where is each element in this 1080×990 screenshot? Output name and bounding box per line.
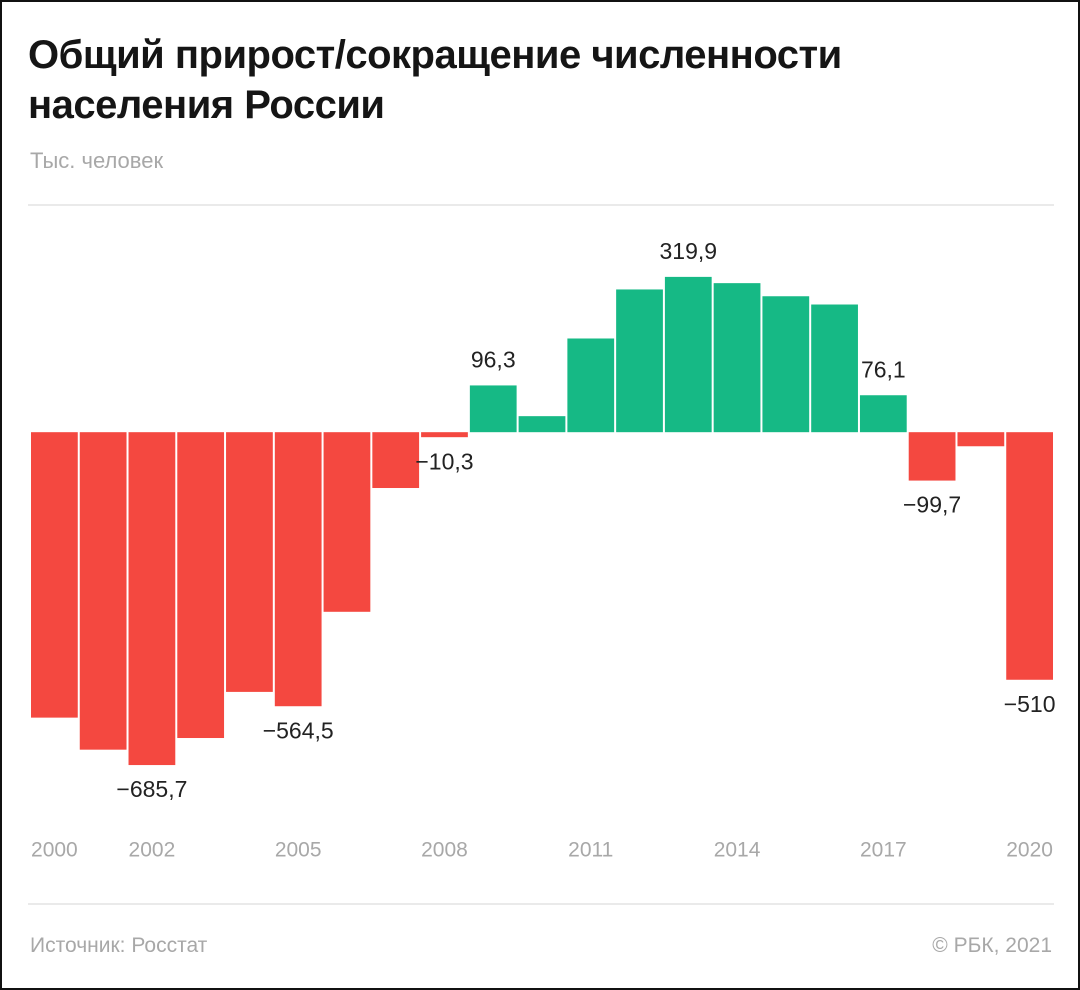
bar [908, 432, 956, 481]
value-label: 96,3 [471, 347, 516, 373]
x-tick-label: 2017 [860, 839, 907, 862]
value-label: −99,7 [903, 492, 961, 518]
bar [177, 432, 225, 739]
bar [957, 432, 1005, 447]
x-tick-label: 2008 [421, 839, 468, 862]
bar [274, 432, 322, 707]
bar [518, 416, 566, 433]
x-tick-label: 2000 [31, 839, 78, 862]
value-label: −10,3 [415, 448, 473, 474]
copyright: © РБК, 2021 [932, 934, 1052, 957]
bar [811, 304, 858, 433]
bar [128, 432, 176, 766]
x-tick-label: 2005 [275, 839, 322, 862]
value-label: −564,5 [263, 717, 334, 743]
bar [616, 289, 663, 433]
bar [226, 432, 273, 692]
source: Источник: Росстат [30, 934, 208, 957]
chart-title: Общий прирост/сокращение численности нас… [28, 33, 842, 127]
bar [1006, 432, 1053, 680]
x-tick-label: 2014 [714, 839, 761, 862]
x-tick-label: 2020 [1006, 839, 1053, 862]
bar [421, 432, 468, 438]
bar [372, 432, 420, 489]
x-tick-label: 2011 [568, 839, 613, 862]
bar [31, 432, 78, 718]
x-tick-label: 2002 [129, 839, 176, 862]
bar [762, 296, 810, 433]
bar [323, 432, 371, 612]
bar [469, 385, 517, 433]
value-label: −685,7 [116, 776, 187, 802]
bar [713, 283, 761, 433]
value-label: 319,9 [660, 238, 718, 264]
bar [79, 432, 127, 750]
value-label: 76,1 [861, 356, 906, 382]
value-label: −510 [1004, 691, 1056, 717]
bar [859, 395, 907, 433]
bar [664, 276, 712, 433]
chart-subtitle: Тыс. человек [30, 148, 164, 173]
bar [567, 338, 615, 433]
